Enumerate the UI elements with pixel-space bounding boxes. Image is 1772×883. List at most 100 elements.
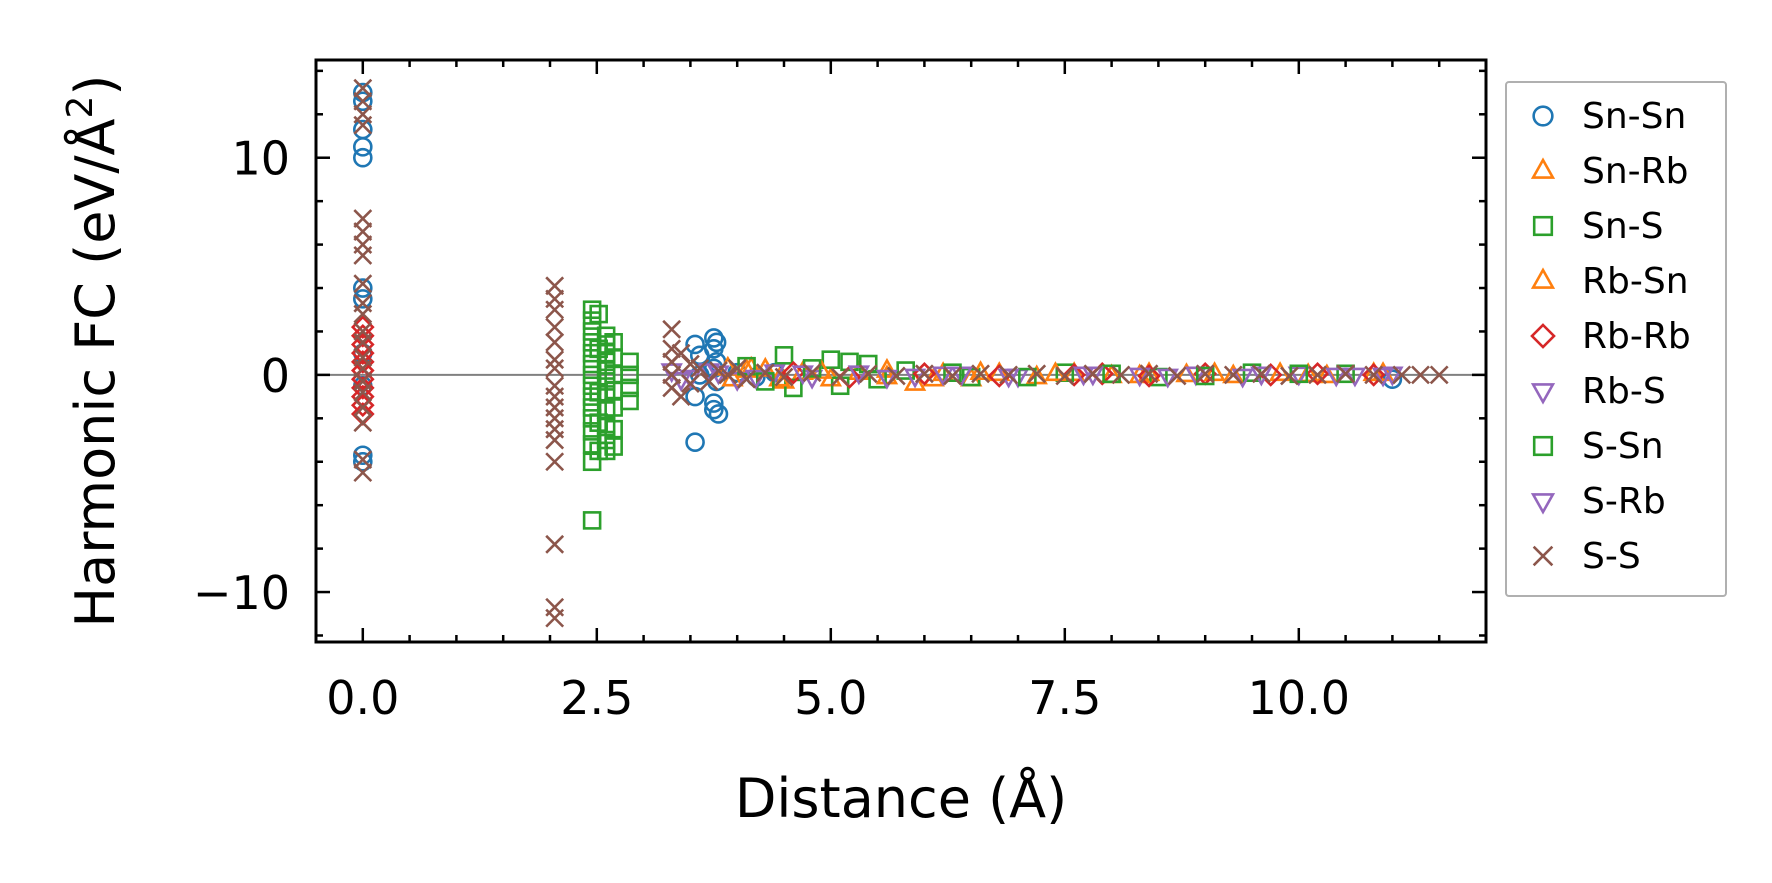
point-s-s-46	[680, 374, 700, 393]
legend-marker-rb-s	[1530, 383, 1556, 405]
point-sn-s-13	[582, 452, 602, 472]
point-sn-s-3	[582, 333, 602, 352]
legend-label: S-S	[1582, 536, 1641, 577]
point-s-s-58	[886, 366, 906, 386]
point-rb-s-6	[847, 365, 871, 386]
x-tick-label: 10.0	[1248, 671, 1350, 725]
y-axis-label-main: Harmonic FC (eV/Å	[63, 118, 127, 627]
point-sn-s-12	[582, 435, 602, 454]
x-tick-label: 5.0	[794, 671, 867, 725]
point-s-rb-11	[1371, 367, 1395, 388]
legend-marker-s-s	[1532, 545, 1554, 567]
point-s-s-33	[545, 430, 565, 450]
y-axis-label: Harmonic FC (eV/Å2)	[60, 75, 127, 628]
point-s-s-77	[1411, 365, 1430, 385]
point-s-sn-7	[1195, 366, 1215, 386]
point-sn-s-1	[582, 311, 602, 330]
point-s-sn-4	[943, 363, 962, 383]
point-sn-s-14	[582, 511, 602, 530]
point-s-s-54	[774, 367, 794, 387]
y-tick-label: −10	[193, 566, 290, 620]
point-s-s-66	[1111, 365, 1131, 385]
point-s-s-56	[830, 367, 850, 387]
point-s-s-10	[353, 304, 373, 324]
point-s-s-71	[1251, 364, 1271, 384]
legend-label: Rb-Rb	[1582, 316, 1691, 357]
point-sn-sn-10	[352, 451, 373, 472]
point-s-rb-8	[1156, 368, 1179, 389]
point-sn-sn-4	[352, 147, 373, 168]
point-s-s-57	[858, 364, 878, 384]
y-axis-label-close: )	[64, 75, 127, 96]
plot-area	[316, 60, 1486, 642]
point-s-rb-7	[1081, 366, 1105, 387]
point-s-s-64	[1055, 366, 1075, 386]
point-rb-s-12	[1184, 366, 1208, 387]
point-sn-rb-12	[1025, 364, 1048, 385]
x-tick-label: 2.5	[560, 671, 633, 725]
point-sn-rb-1	[735, 357, 758, 378]
point-s-s-7	[353, 246, 373, 265]
point-rb-rb-2	[350, 332, 375, 357]
point-rb-rb-17	[1137, 364, 1161, 388]
point-s-s-52	[737, 369, 756, 389]
point-s-s-62	[999, 365, 1019, 385]
point-s-s-59	[914, 364, 934, 384]
point-sn-s-42	[774, 346, 794, 365]
point-sn-s-2	[582, 322, 602, 341]
legend-entries: Sn-Sn Sn-Rb Sn-S Rb-Sn Rb-Rb Rb-S S-Sn S-Rb S-S	[1530, 96, 1691, 577]
legend-entry-rb-rb: Rb-Rb	[1530, 316, 1691, 357]
point-s-s-68	[1167, 366, 1187, 386]
legend-entry-sn-rb: Sn-Rb	[1530, 151, 1689, 192]
point-s-s-67	[1139, 364, 1159, 384]
point-rb-s-8	[950, 366, 974, 387]
point-sn-rb-7	[875, 364, 899, 385]
point-sn-s-53	[1336, 364, 1355, 384]
point-sn-rb-8	[903, 370, 927, 391]
point-s-s-25	[545, 332, 565, 352]
legend-label: Rb-Sn	[1582, 261, 1689, 302]
point-s-s-38	[662, 319, 682, 339]
point-rb-sn-8	[1128, 363, 1151, 384]
point-s-s-18	[353, 413, 373, 433]
point-sn-s-41	[620, 391, 639, 411]
legend-entry-rb-sn: Rb-Sn	[1530, 261, 1689, 302]
legend-marker-s-rb	[1530, 493, 1556, 515]
legend-marker-rb-rb	[1530, 323, 1556, 349]
point-sn-s-8	[582, 387, 602, 406]
point-rb-rb-4	[350, 350, 375, 374]
point-sn-s-40	[620, 378, 639, 398]
point-s-rb-3	[791, 365, 814, 386]
point-sn-s-43	[784, 378, 803, 398]
point-sn-sn-1	[352, 91, 373, 112]
legend-entry-s-s: S-S	[1532, 536, 1641, 577]
point-s-s-24	[545, 317, 565, 337]
point-s-s-75	[1364, 365, 1384, 385]
point-sn-s-0	[582, 300, 602, 320]
legend-marker-s-sn	[1532, 435, 1554, 457]
point-sn-sn-16	[703, 328, 724, 348]
point-s-s-23	[545, 300, 565, 320]
legend-entry-s-rb: S-Rb	[1530, 481, 1666, 522]
point-s-s-12	[353, 332, 373, 352]
point-s-s-34	[545, 452, 565, 472]
y-tick-label: 0	[261, 349, 290, 403]
legend-entry-rb-s: Rb-S	[1530, 371, 1666, 412]
point-s-s-53	[755, 363, 775, 383]
point-s-s-37	[545, 608, 565, 628]
legend-label: S-Rb	[1582, 481, 1666, 522]
point-sn-sn-3	[352, 137, 373, 157]
legend-label: Sn-Sn	[1582, 96, 1686, 137]
legend-marker-sn-sn	[1532, 105, 1554, 127]
point-s-s-49	[709, 361, 728, 380]
point-sn-rb-17	[1222, 363, 1245, 384]
legend-label: Sn-Rb	[1582, 151, 1689, 192]
point-s-s-27	[545, 358, 565, 378]
point-sn-sn-11	[685, 334, 705, 355]
legend-entry-s-sn: S-Sn	[1532, 426, 1664, 467]
legend: Sn-Sn Sn-Rb Sn-S Rb-Sn Rb-Rb Rb-S S-Sn S-Rb S-S	[1505, 81, 1727, 597]
point-s-s-60	[943, 366, 962, 386]
point-sn-sn-23	[708, 404, 729, 424]
point-s-s-8	[353, 274, 373, 294]
legend-marker-sn-rb	[1530, 157, 1556, 179]
